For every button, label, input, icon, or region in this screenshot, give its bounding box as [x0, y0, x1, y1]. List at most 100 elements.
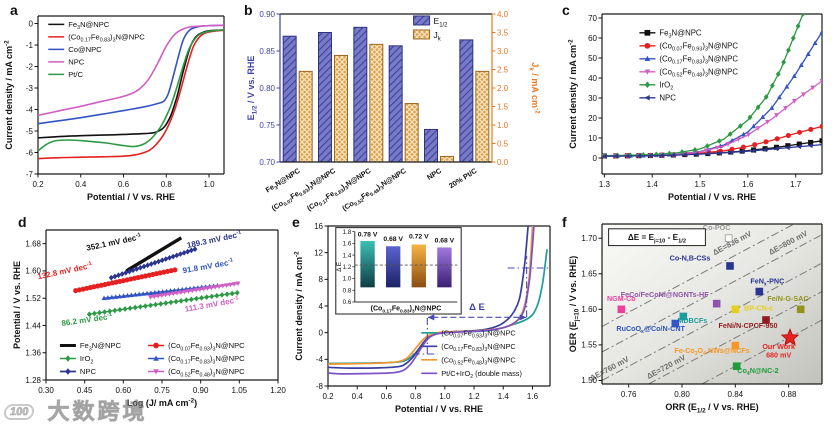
svg-text:Co@NPC: Co@NPC: [68, 45, 102, 54]
svg-text:12: 12: [314, 248, 323, 257]
svg-text:1.60: 1.60: [25, 267, 41, 276]
svg-text:0.75: 0.75: [154, 386, 170, 395]
svg-text:0: 0: [319, 328, 324, 337]
svg-text:0.80: 0.80: [674, 390, 690, 399]
svg-text:132.8 mV dec-1: 132.8 mV dec-1: [37, 261, 93, 282]
svg-text:3.0: 3.0: [497, 47, 509, 56]
svg-text:FeNi/N-CPCF-950: FeNi/N-CPCF-950: [718, 321, 777, 330]
svg-text:ORR (E1/2 / V vs. RHE): ORR (E1/2 / V vs. RHE): [665, 402, 758, 414]
watermark: 100 大数跨境: [2, 394, 148, 426]
svg-text:1.4: 1.4: [343, 252, 352, 259]
series-line: [38, 24, 224, 125]
svg-text:Δ E: Δ E: [469, 302, 485, 313]
svg-text:0.90: 0.90: [259, 10, 275, 19]
scatter-point: [731, 341, 740, 350]
svg-text:-7: -7: [26, 170, 34, 179]
svg-text:16: 16: [314, 222, 323, 231]
svg-text:RuCoOx@Co/N-CNT: RuCoOx@Co/N-CNT: [616, 324, 685, 335]
svg-text:0.72 V: 0.72 V: [409, 234, 429, 241]
svg-text:1.0: 1.0: [343, 276, 352, 283]
svg-text:0.2: 0.2: [322, 392, 334, 401]
svg-text:0.8: 0.8: [343, 287, 352, 294]
svg-text:1.8: 1.8: [343, 229, 352, 236]
series-line: [125, 236, 183, 273]
svg-text:(Co0.52Fe0.48)3N@NPC: (Co0.52Fe0.48)3N@NPC: [168, 367, 245, 378]
svg-text:0.85: 0.85: [259, 47, 275, 56]
svg-text:MDBCFs: MDBCFs: [677, 316, 707, 325]
svg-text:0.68 V: 0.68 V: [383, 236, 403, 243]
svg-text:30: 30: [588, 94, 597, 103]
svg-text:Co-POC: Co-POC: [703, 223, 731, 232]
svg-text:0.8: 0.8: [161, 180, 173, 189]
svg-text:4.0: 4.0: [497, 10, 509, 19]
svg-text:60: 60: [588, 34, 597, 43]
svg-text:1.0: 1.0: [203, 180, 215, 189]
svg-text:Potential / V vs. RHE: Potential / V vs. RHE: [395, 404, 483, 414]
svg-text:0.4: 0.4: [352, 392, 364, 401]
axes: 0.2 0.4 0.6 0.8 1.0 0 -1 -2 -3 -4 -5 -6 -7 Potential …: [3, 15, 225, 202]
svg-text:0.70: 0.70: [259, 158, 275, 167]
svg-text:FeCo/FeCoNi@NGNTs-HF: FeCo/FeCoNi@NGNTs-HF: [621, 290, 710, 299]
svg-text:1.2: 1.2: [343, 264, 352, 271]
svg-text:2.0: 2.0: [497, 84, 509, 93]
scatter-point: [679, 312, 688, 321]
svg-text:(Co0.17Fe0.83)3N@NPC: (Co0.17Fe0.83)3N@NPC: [168, 354, 245, 365]
delta-e-isolines: [602, 224, 822, 384]
svg-text:0.75: 0.75: [259, 121, 275, 130]
svg-text:(Co0.52Fe0.48)3N@NPC: (Co0.52Fe0.48)3N@NPC: [659, 68, 738, 79]
svg-text:1.44: 1.44: [25, 321, 41, 330]
svg-text:70: 70: [588, 14, 597, 23]
series-group: [38, 24, 224, 160]
svg-text:1.5: 1.5: [497, 102, 509, 111]
svg-text:Current density / mA cm-2: Current density / mA cm-2: [567, 39, 578, 149]
svg-text:1.36: 1.36: [25, 349, 41, 358]
svg-text:(Co0.17Fe0.83)3N@NPC: (Co0.17Fe0.83)3N@NPC: [371, 306, 442, 315]
svg-text:-6: -6: [26, 148, 34, 157]
bar-ehalf: [318, 32, 332, 163]
svg-text:Δ E: Δ E: [336, 261, 343, 272]
svg-text:0.6: 0.6: [381, 392, 393, 401]
svg-text:Jk / mA cm-2: Jk / mA cm-2: [528, 62, 541, 114]
svg-text:40: 40: [588, 74, 597, 83]
svg-text:0.5: 0.5: [497, 139, 509, 148]
svg-text:86.2 mV dec-1: 86.2 mV dec-1: [61, 312, 113, 328]
chart-a: 0.2 0.4 0.6 0.8 1.0 0 -1 -2 -3 -4 -5 -6 -7 Potential …: [3, 15, 225, 202]
svg-text:20: 20: [588, 114, 597, 123]
svg-text:680 mV: 680 mV: [766, 350, 791, 359]
axes: 0.76 0.80 0.84 0.88 1.50 1.55 1.60 1.65 1.70 ORR …: [568, 223, 823, 414]
svg-text:0: 0: [29, 19, 34, 28]
svg-text:1.55: 1.55: [581, 341, 597, 350]
axes: 1.3 1.4 1.5 1.6 1.7 0 10 20 30 40 50 60 70 Potential …: [567, 13, 823, 202]
svg-text:3.5: 3.5: [497, 28, 509, 37]
svg-text:(Co0.07Fe0.93)3N@NPC: (Co0.07Fe0.93)3N@NPC: [659, 42, 738, 53]
scatter-point: [724, 234, 733, 243]
bar-ehalf: [424, 128, 438, 163]
legend: E1/2 Jk: [413, 15, 447, 42]
svg-text:Potential / V vs. RHE: Potential / V vs. RHE: [668, 192, 756, 202]
svg-text:4: 4: [319, 302, 324, 311]
chart-b: Fe3N@NPC(Co0.07Fe0.93)3N@NPC(Co0.17Fe0.8…: [246, 10, 541, 213]
svg-text:0.78 V: 0.78 V: [358, 231, 378, 238]
svg-text:Fe3N@NPC: Fe3N@NPC: [68, 20, 110, 31]
svg-text:0.80: 0.80: [259, 84, 275, 93]
svg-text:Co-N,B-CSs: Co-N,B-CSs: [670, 253, 711, 262]
svg-text:(Co0.07Fe0.93)3N@NPC: (Co0.07Fe0.93)3N@NPC: [168, 341, 245, 352]
svg-text:(Co0.17Fe0.83)3N@NPC: (Co0.17Fe0.83)3N@NPC: [68, 33, 145, 44]
scatter-point: [796, 305, 805, 314]
svg-text:1.5: 1.5: [694, 180, 706, 189]
svg-text:1.70: 1.70: [581, 234, 597, 243]
panel-f: f ΔE=836 mV ΔE=800 mV ΔE=760 mV ΔE=720 mV Co-…: [558, 214, 830, 426]
svg-text:1.65: 1.65: [581, 270, 597, 279]
svg-text:E1/2 / V vs. RHE: E1/2 / V vs. RHE: [246, 56, 258, 121]
series-line: [604, 125, 822, 157]
bar-ehalf: [459, 39, 474, 163]
svg-text:0: 0: [593, 154, 598, 163]
svg-text:0.2: 0.2: [32, 180, 44, 189]
svg-text:1.6: 1.6: [343, 241, 352, 248]
bar-ehalf: [282, 35, 297, 163]
watermark-logo-icon: 100: [2, 404, 36, 420]
svg-text:Pt/C: Pt/C: [68, 70, 83, 79]
bar-jk: [475, 70, 490, 163]
bars-group: Fe3N@NPC(Co0.07Fe0.93)3N@NPC(Co0.17Fe0.8…: [264, 26, 490, 213]
